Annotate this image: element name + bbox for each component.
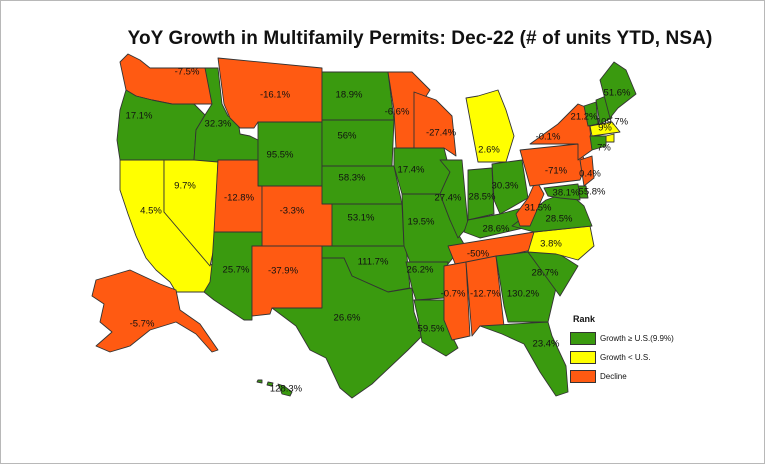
state-ri xyxy=(605,133,615,143)
state-vt xyxy=(583,101,599,127)
state-label-nh: 109.7% xyxy=(596,117,629,128)
state-label-nc: 3.8% xyxy=(540,239,562,250)
state-label-tn: -50% xyxy=(467,249,490,260)
state-label-hi: 128.3% xyxy=(270,384,303,395)
state-label-nd: 18.9% xyxy=(336,90,363,101)
state-sd xyxy=(321,119,395,167)
state-mi xyxy=(465,89,515,163)
state-label-nj: 0.4% xyxy=(579,169,601,180)
state-ma xyxy=(589,121,621,137)
state-hi xyxy=(256,379,293,397)
legend-item-growth-above: Growth ≥ U.S.(9.9%) xyxy=(570,330,674,346)
state-label-tx: 26.6% xyxy=(334,313,361,324)
state-label-md: 38.1% xyxy=(553,188,580,199)
state-label-az: 25.7% xyxy=(223,265,250,276)
state-label-ga: 130.2% xyxy=(507,289,540,300)
state-label-nv: 9.7% xyxy=(174,181,196,192)
state-label-or: 17.1% xyxy=(126,111,153,122)
state-ak xyxy=(91,269,219,353)
legend: Rank Growth ≥ U.S.(9.9%) Growth < U.S. D… xyxy=(570,314,674,387)
state-label-il: 27.4% xyxy=(435,193,462,204)
state-label-mo: 19.5% xyxy=(408,217,435,228)
legend-swatch-growth-above xyxy=(570,331,596,345)
state-ny xyxy=(529,103,593,161)
legend-swatch-growth-below xyxy=(570,350,596,364)
state-ms xyxy=(443,261,471,341)
state-label-sc: 28.7% xyxy=(532,268,559,279)
states-layer xyxy=(91,53,637,399)
state-nj xyxy=(579,155,595,187)
state-label-wy: 95.5% xyxy=(267,150,294,161)
state-me xyxy=(599,61,637,119)
state-fl xyxy=(479,321,569,397)
state-oh xyxy=(491,159,529,215)
state-label-mn: -6.6% xyxy=(385,107,410,118)
state-label-pa: -71% xyxy=(545,166,568,177)
state-label-id: 32.3% xyxy=(205,119,232,130)
state-label-ny: -0.1% xyxy=(536,132,561,143)
state-label-wv: 31.5% xyxy=(525,203,552,214)
state-nh xyxy=(595,95,613,125)
legend-swatch-decline xyxy=(570,369,596,383)
state-label-la: 59.5% xyxy=(418,324,445,335)
state-label-ne: 58.3% xyxy=(339,173,366,184)
state-label-nm: -37.9% xyxy=(268,266,299,277)
state-label-oh: 30.3% xyxy=(492,181,519,192)
state-label-mt: -16.1% xyxy=(260,90,291,101)
state-nm xyxy=(251,245,323,317)
state-label-sd: 56% xyxy=(337,131,357,142)
state-label-ca: 4.5% xyxy=(140,206,162,217)
state-label-ky: 28.6% xyxy=(483,224,510,235)
state-label-in: 28.5% xyxy=(469,192,496,203)
state-label-ms: -0.7% xyxy=(441,289,466,300)
state-label-ak: -5.7% xyxy=(130,319,155,330)
legend-label-growth-above: Growth ≥ U.S.(9.9%) xyxy=(600,333,674,343)
state-label-mi: 2.6% xyxy=(478,145,500,156)
legend-title: Rank xyxy=(573,314,596,324)
legend-item-decline: Decline xyxy=(570,368,674,384)
state-ar xyxy=(405,261,449,301)
labels-layer: -7.5% 17.1% 4.5% 9.7% 32.3% -16.1% 95.5% -12.8%… xyxy=(126,67,631,395)
state-label-va: 28.5% xyxy=(546,214,573,225)
state-wv xyxy=(515,179,545,227)
state-label-ct: 7% xyxy=(597,143,611,154)
state-label-ks: 53.1% xyxy=(348,213,375,224)
state-label-co: -3.3% xyxy=(280,206,305,217)
state-label-wi: -27.4% xyxy=(426,128,457,139)
state-il xyxy=(439,159,469,239)
state-label-al: -12.7% xyxy=(470,289,501,300)
legend-label-growth-below: Growth < U.S. xyxy=(600,352,651,362)
state-label-wa: -7.5% xyxy=(175,67,200,78)
state-label-ar: 26.2% xyxy=(407,265,434,276)
state-in xyxy=(467,167,495,221)
legend-label-decline: Decline xyxy=(600,371,627,381)
state-ks xyxy=(331,203,405,247)
map-title: YoY Growth in Multifamily Permits: Dec-2… xyxy=(127,28,713,49)
state-label-de: 55.8% xyxy=(579,187,606,198)
state-label-ma: 9% xyxy=(598,123,612,134)
state-label-vt: 21.2% xyxy=(571,112,598,123)
state-label-ut: -12.8% xyxy=(224,193,255,204)
state-md xyxy=(543,183,581,201)
legend-item-growth-below: Growth < U.S. xyxy=(570,349,674,365)
state-wi xyxy=(413,91,457,157)
state-label-ok: 111.7% xyxy=(358,257,389,268)
state-az xyxy=(203,231,263,321)
state-ct xyxy=(589,135,607,151)
state-label-me: 51.6% xyxy=(604,88,631,99)
state-label-fl: 23.4% xyxy=(533,339,560,350)
state-label-ia: 17.4% xyxy=(398,165,425,176)
